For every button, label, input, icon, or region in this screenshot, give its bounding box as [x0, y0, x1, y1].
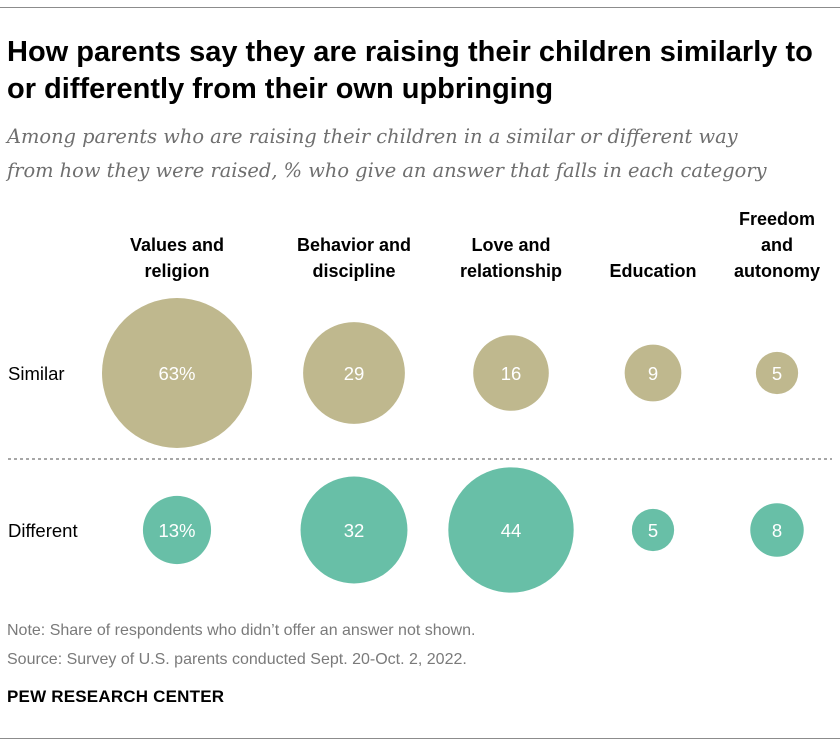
column-header-2-line-2: discipline	[312, 261, 395, 281]
bubble-different-2	[300, 476, 408, 584]
bubble-similar-5	[755, 351, 799, 395]
brand-logo-text: PEW RESEARCH CENTER	[7, 687, 225, 706]
subtitle-line-1: Among parents who are raising their chil…	[7, 125, 738, 148]
bubble-label-similar-4: 9	[648, 363, 658, 384]
bubble-similar-1	[102, 298, 252, 448]
column-header-2-line-1: Behavior and	[297, 235, 411, 255]
bubble-label-similar-2: 29	[344, 363, 365, 384]
bubble-label-similar-5: 5	[772, 363, 782, 384]
chart-subtitle: Among parents who are raising their chil…	[7, 120, 835, 188]
row-label-different: Different	[8, 520, 78, 541]
bubble-similar-4	[624, 344, 682, 402]
column-header-3-line-2: relationship	[460, 261, 562, 281]
chart-note: Note: Share of respondents who didn’t of…	[7, 622, 476, 639]
bubble-similar-3	[473, 335, 549, 411]
bubble-different-4	[631, 508, 675, 552]
column-header-5-line-3: autonomy	[734, 261, 820, 281]
chart-source: Source: Survey of U.S. parents conducted…	[7, 651, 467, 668]
row-label-similar: Similar	[8, 363, 65, 384]
bottom-rule	[0, 738, 840, 739]
bubble-label-different-5: 8	[772, 520, 782, 541]
column-header-1-line-1: Values and	[130, 235, 224, 255]
column-header-4-line-1: Education	[609, 261, 696, 281]
column-header-5-line-2: and	[761, 235, 793, 255]
chart-title: How parents say they are raising their c…	[7, 36, 813, 105]
bubble-different-1	[142, 495, 212, 565]
bubble-label-similar-1: 63%	[158, 363, 195, 384]
top-rule	[0, 7, 840, 8]
bubble-label-different-4: 5	[648, 520, 658, 541]
bubble-similar-2	[303, 322, 405, 424]
column-header-5-line-1: Freedom	[739, 209, 815, 229]
bubble-different-3	[448, 467, 574, 593]
bubble-label-different-1: 13%	[158, 520, 195, 541]
column-header-3-line-1: Love and	[471, 235, 550, 255]
bubble-label-different-2: 32	[344, 520, 365, 541]
subtitle-line-2: from how they were raised, % who give an…	[7, 159, 767, 182]
bubble-label-different-3: 44	[501, 520, 522, 541]
bubble-different-5	[750, 503, 804, 557]
column-header-1-line-2: religion	[144, 261, 209, 281]
bubble-label-similar-3: 16	[501, 363, 522, 384]
